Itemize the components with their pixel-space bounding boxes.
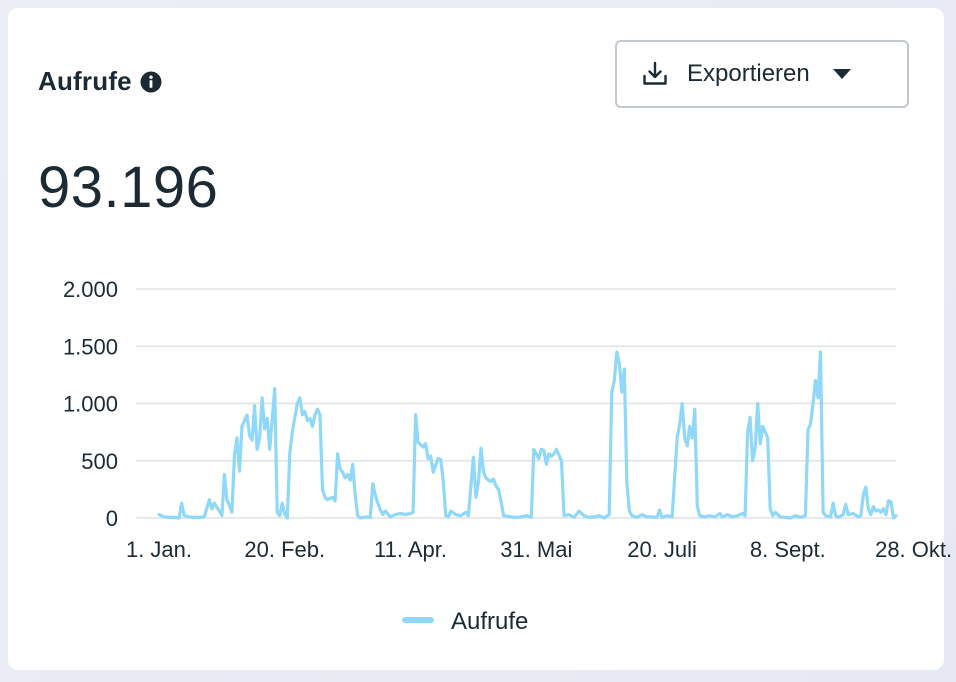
download-icon [643,61,667,85]
series-line-aufrufe [157,350,898,520]
card-header: Aufrufe [38,66,162,97]
x-tick-label: 20. Juli [627,537,697,562]
x-tick-label: 11. Apr. [374,537,447,562]
x-tick-label: 28. Okt. [875,537,952,562]
total-views-value: 93.196 [38,155,219,220]
chart-grid [136,288,896,519]
y-tick-label: 500 [81,449,118,474]
info-icon[interactable] [140,71,162,93]
export-button[interactable]: Exportieren [615,40,909,108]
y-tick-label: 1.000 [63,392,118,417]
x-tick-label: 1. Jan. [126,537,192,562]
y-tick-label: 0 [106,506,118,531]
y-tick-label: 2.000 [63,277,118,302]
x-tick-label: 8. Sept. [750,537,826,562]
card-title: Aufrufe [38,66,132,96]
y-tick-label: 1.500 [63,334,118,359]
caret-down-icon [832,69,851,79]
x-tick-label: 20. Feb. [244,537,325,562]
x-tick-label: 31. Mai [500,537,572,562]
x-axis-ticks: 1. Jan. 20. Feb. 11. Apr. 31. Mai 20. Juli 8.… [126,537,952,562]
legend-label: Aufrufe [451,608,528,635]
legend: Aufrufe [402,608,528,635]
export-button-label: Exportieren [687,60,810,87]
views-card: Aufrufe Exportieren 93.196 [8,8,944,670]
y-axis-ticks: 0 500 1.000 1.500 2.000 [63,277,118,531]
